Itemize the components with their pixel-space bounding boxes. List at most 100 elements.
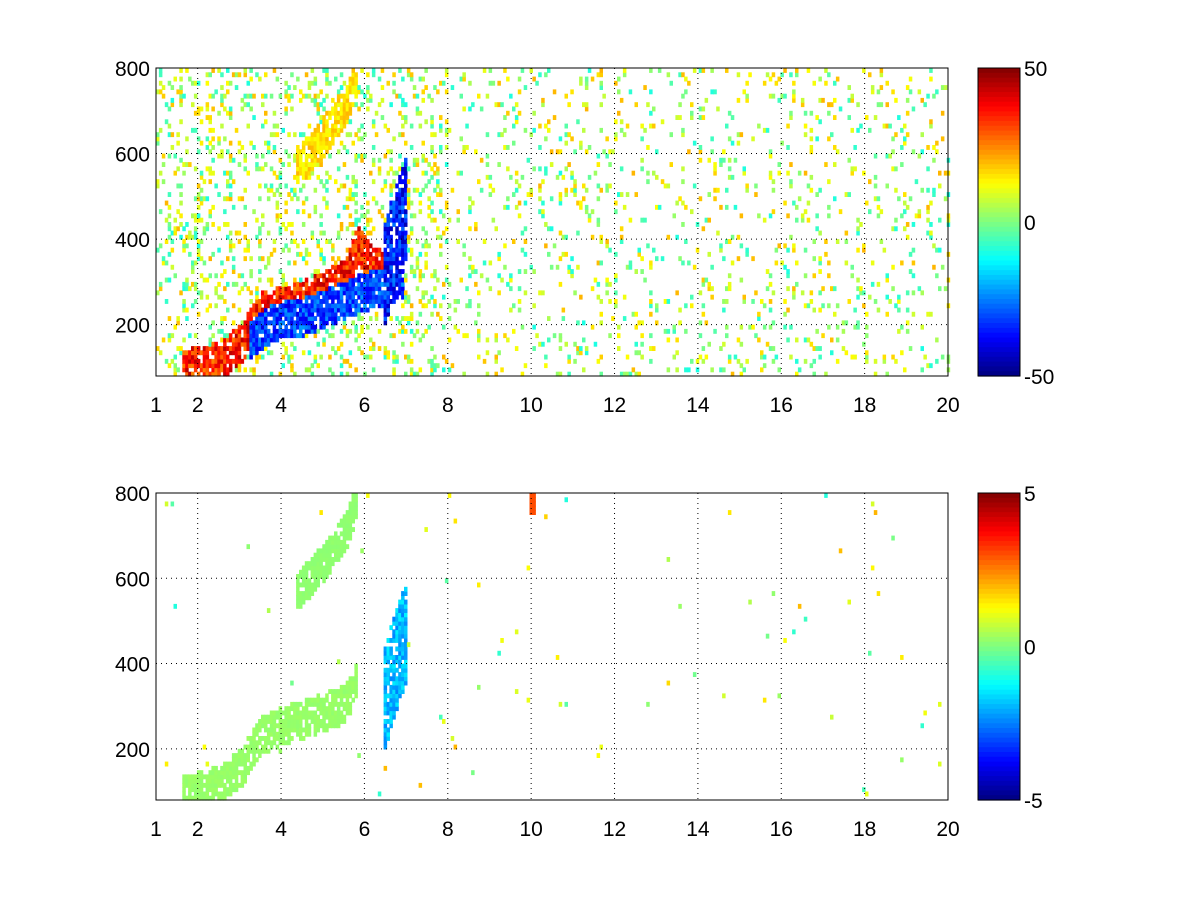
colorbar-swatch (978, 569, 1020, 576)
heatmap-cell (628, 260, 633, 266)
colorbar-swatch (978, 366, 1020, 372)
heatmap-cell (561, 251, 566, 257)
colorbar-swatch (978, 694, 1020, 700)
heatmap-cell (532, 493, 536, 498)
heatmap-cell (170, 97, 175, 103)
heatmap-cell (173, 230, 177, 236)
heatmap-cell (386, 290, 390, 296)
heatmap-cell (619, 234, 624, 240)
heatmap-cell (564, 123, 568, 129)
heatmap-cell (220, 774, 224, 780)
heatmap-cell (348, 501, 353, 507)
heatmap-cell (742, 89, 746, 95)
heatmap-cell (792, 200, 796, 206)
heatmap-cell (920, 132, 924, 138)
heatmap-cell (272, 736, 277, 741)
heatmap-cell (911, 106, 916, 112)
heatmap-cell (684, 76, 688, 82)
heatmap-cell (313, 102, 318, 108)
heatmap-cell (398, 153, 402, 159)
heatmap-cell (465, 303, 469, 309)
heatmap-cell (389, 706, 393, 712)
heatmap-cell (900, 324, 904, 330)
heatmap-cell (520, 230, 525, 236)
heatmap-cell (351, 510, 355, 515)
heatmap-cell (266, 256, 271, 262)
heatmap-cell (523, 200, 528, 206)
heatmap-cell (392, 667, 396, 673)
heatmap-cell (278, 714, 283, 720)
heatmap-cell (191, 371, 195, 377)
heatmap-cell (316, 303, 320, 309)
heatmap-cell (339, 354, 344, 360)
heatmap-cell (605, 239, 609, 244)
heatmap-cell (649, 346, 653, 351)
heatmap-cell (188, 234, 192, 240)
heatmap-cell (193, 281, 198, 287)
heatmap-cell (202, 358, 207, 364)
heatmap-cell (383, 269, 388, 274)
heatmap-cell (354, 290, 358, 296)
heatmap-cell (354, 307, 358, 313)
heatmap-cell (427, 204, 431, 210)
heatmap-cell (777, 97, 781, 103)
heatmap-cell (771, 209, 776, 215)
heatmap-cell (398, 328, 402, 334)
heatmap-cell (439, 714, 443, 720)
heatmap-cell (296, 286, 300, 292)
heatmap-cell (894, 187, 898, 193)
heatmap-cell (485, 93, 490, 99)
heatmap-cell (331, 689, 335, 694)
heatmap-cell (392, 616, 396, 622)
heatmap-cell (316, 311, 320, 317)
heatmap-cell (847, 97, 851, 103)
heatmap-cell (240, 778, 245, 784)
heatmap-cell (655, 204, 659, 210)
heatmap-cell (278, 157, 283, 163)
heatmap-cell (354, 217, 358, 223)
heatmap-cell (503, 333, 507, 339)
heatmap-cell (719, 157, 723, 163)
heatmap-cell (304, 196, 309, 202)
heatmap-cell (202, 795, 207, 801)
heatmap-cell (170, 230, 175, 236)
heatmap-cell (932, 93, 936, 99)
heatmap-cell (208, 127, 212, 133)
heatmap-cell (261, 346, 265, 351)
y-tick-label: 400 (115, 654, 150, 677)
heatmap-cell (351, 72, 355, 78)
heatmap-cell (736, 234, 741, 240)
colorbar-swatch (978, 303, 1020, 310)
heatmap-cell (208, 774, 212, 780)
heatmap-cell (322, 311, 326, 317)
heatmap-cell (873, 174, 878, 180)
heatmap-cell (339, 544, 344, 550)
heatmap-cell (325, 548, 329, 554)
heatmap-cell (514, 204, 519, 210)
heatmap-cell (564, 93, 568, 99)
heatmap-cell (334, 714, 338, 720)
heatmap-cell (786, 286, 790, 292)
heatmap-cell (366, 290, 370, 296)
heatmap-cell (231, 328, 236, 334)
heatmap-cell (366, 269, 370, 274)
heatmap-cell (296, 303, 300, 309)
heatmap-cell (596, 294, 601, 300)
heatmap-cell (599, 299, 603, 304)
heatmap-cell (269, 723, 274, 729)
heatmap-cell (386, 710, 390, 716)
heatmap-cell (345, 196, 350, 202)
heatmap-cells (156, 68, 951, 377)
heatmap-cell (264, 740, 268, 746)
heatmap-cell (264, 110, 268, 116)
heatmap-cell (226, 80, 230, 86)
heatmap-cell (757, 123, 761, 129)
colorbar-swatch (978, 742, 1020, 748)
heatmap-cell (351, 697, 355, 703)
heatmap-cell (398, 132, 402, 138)
colorbar-swatch (978, 795, 1020, 801)
heatmap-cell (310, 162, 315, 167)
heatmap-cell (299, 290, 303, 296)
heatmap-cell (392, 209, 396, 215)
